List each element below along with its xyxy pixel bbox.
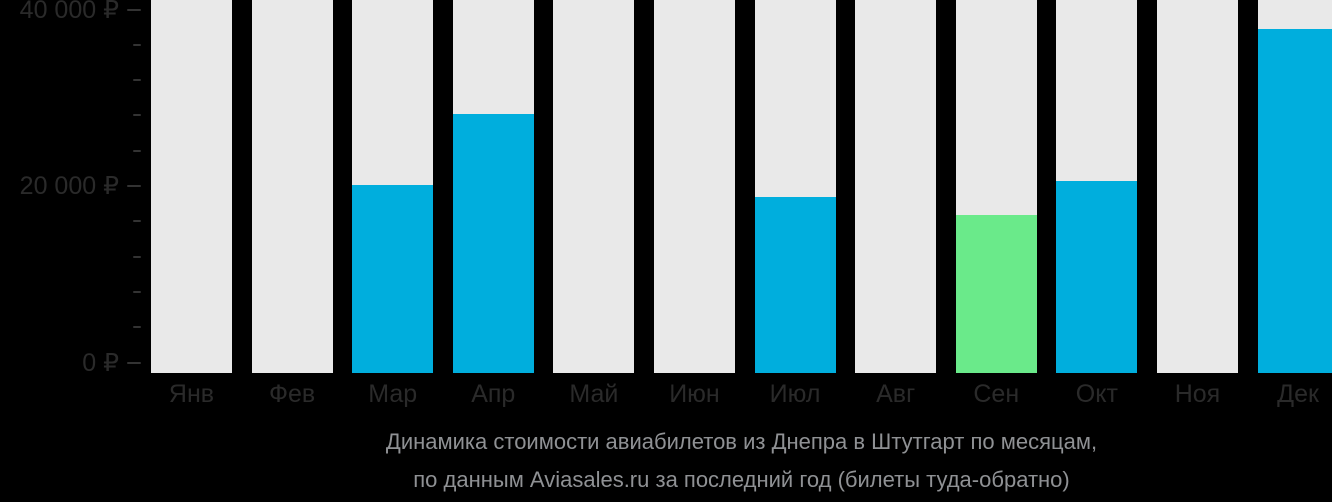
column-background [1156, 0, 1238, 373]
x-axis-label: Авг [876, 380, 916, 408]
chart-title-line-1: Динамика стоимости авиабилетов из Днепра… [385, 429, 1098, 454]
chart-title-line-2: по данным Aviasales.ru за последний год … [413, 467, 1070, 492]
x-axis-label: Апр [471, 380, 516, 408]
y-axis-minor-tick [133, 149, 141, 152]
y-axis-major-tick [127, 8, 141, 11]
month-column: Фев [251, 0, 333, 408]
plot-area: Янв Фев Мар Апр Май Июн Июл Авг Сен Окт Ноя Дек [151, 0, 1332, 408]
price-bar[interactable] [352, 185, 434, 373]
y-axis-minor-tick [133, 255, 141, 258]
column-background [855, 0, 937, 373]
y-axis-tick-label: 40 000 ₽ [19, 0, 119, 24]
y-axis-minor-tick [133, 79, 141, 82]
y-axis-major-tick [127, 185, 141, 187]
price-bar[interactable] [1257, 28, 1332, 373]
x-axis-label: Мар [368, 380, 418, 408]
month-column: Авг [855, 0, 937, 408]
y-axis-minor-tick [133, 290, 141, 293]
x-axis-label: Июл [769, 380, 821, 408]
column-background [553, 0, 635, 373]
price-bar[interactable] [754, 196, 836, 373]
month-column: Июл [754, 0, 836, 408]
month-column: Сен [955, 0, 1037, 408]
x-axis-label: Ноя [1174, 380, 1221, 408]
x-axis-label: Янв [168, 380, 215, 408]
x-axis-label: Сен [973, 380, 1020, 408]
month-column: Мар [352, 0, 434, 408]
y-axis-minor-tick [133, 114, 141, 117]
x-axis-label: Июн [669, 380, 720, 408]
month-column: Май [553, 0, 635, 408]
column-background [653, 0, 735, 373]
x-axis-label: Май [569, 380, 619, 408]
month-column: Дек [1257, 0, 1332, 408]
price-bar[interactable] [1056, 180, 1138, 373]
month-column: Ноя [1156, 0, 1238, 408]
column-background [251, 0, 333, 373]
x-axis-label: Окт [1075, 380, 1118, 408]
y-axis-tick-label: 20 000 ₽ [19, 172, 119, 200]
month-column: Июн [653, 0, 735, 408]
chart-title: Динамика стоимости авиабилетов из Днепра… [151, 423, 1332, 499]
y-axis-tick-label: 0 ₽ [82, 348, 119, 377]
y-axis-minor-tick [133, 326, 141, 329]
month-column: Янв [151, 0, 232, 408]
y-axis: 0 ₽ 20 000 ₽ 40 000 ₽ [0, 0, 151, 377]
month-column: Апр [452, 0, 534, 408]
y-axis-major-tick [127, 361, 141, 364]
column-background [151, 0, 232, 373]
y-axis-minor-tick [133, 220, 141, 223]
y-axis-minor-tick [133, 43, 141, 46]
x-axis-label: Фев [268, 380, 316, 408]
price-bar[interactable] [452, 113, 534, 373]
price-bar[interactable] [955, 215, 1037, 373]
x-axis-label: Дек [1277, 380, 1319, 408]
month-column: Окт [1056, 0, 1138, 408]
